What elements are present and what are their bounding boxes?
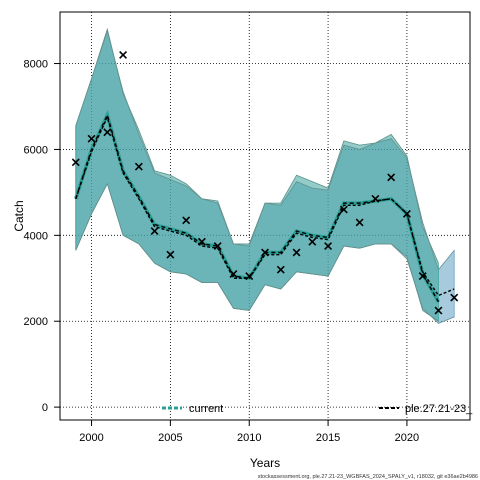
y-tick-label: 8000: [24, 59, 48, 71]
y-tick-label: 4000: [24, 230, 48, 242]
observed-point: [182, 216, 191, 225]
observed-point: [197, 237, 206, 246]
y-tick-label: 2000: [24, 316, 48, 328]
x-axis-label: Years: [250, 456, 280, 470]
legend-label-ple: ple.27.21-23_: [405, 403, 473, 415]
x-tick-label: 2010: [237, 432, 261, 444]
x-tick-label: 2020: [395, 432, 419, 444]
observed-point: [418, 272, 427, 281]
observed-point: [308, 237, 317, 246]
median-line-ple: [75, 115, 455, 297]
observed-point: [402, 209, 411, 218]
observed-point: [150, 227, 159, 235]
observed-point: [134, 162, 143, 171]
observed-point: [355, 218, 364, 227]
observed-point: [387, 173, 396, 182]
band-edge-upper-0: [75, 28, 439, 264]
confidence-bands: [75, 27, 455, 324]
observed-point: [71, 158, 80, 167]
observed-point: [371, 194, 380, 203]
observed-point: [324, 242, 333, 251]
band-edge-lower-1: [75, 183, 455, 324]
observed-point: [213, 242, 222, 251]
x-tick-label: 2015: [316, 432, 340, 444]
x-tick-label: 2005: [158, 432, 182, 444]
axis-ticks: 2000 2005 2010 2015 2020 0 2000 4000 6000 8000: [24, 59, 420, 444]
legend-item-current: current: [162, 403, 223, 415]
observed-point: [261, 248, 269, 257]
observed-point: [434, 306, 443, 315]
observed-point: [87, 134, 96, 143]
observed-point: [245, 272, 254, 281]
observed-point: [166, 250, 175, 259]
confidence-band-current: [75, 27, 439, 322]
y-tick-label: 0: [42, 402, 48, 414]
legend-label-current: current: [189, 403, 223, 415]
observed-point: [450, 293, 459, 302]
observed-point: [119, 50, 128, 59]
x-tick-label: 2000: [79, 432, 103, 444]
observed-point: [339, 205, 348, 214]
observed-point: [292, 248, 301, 257]
observed-point: [276, 265, 285, 274]
y-axis-label: Catch: [12, 200, 26, 231]
legend-item-ple: ple.27.21-23_: [379, 403, 473, 415]
observed-catch-points: [71, 50, 459, 315]
observed-point: [103, 128, 112, 137]
plot-frame: [59, 11, 471, 421]
source-footnote: stockassessment.org, ple.27.21-23_WGBFAS…: [258, 474, 478, 480]
observed-point: [229, 270, 238, 278]
y-tick-label: 6000: [24, 144, 48, 156]
band-edge-upper-1: [75, 30, 455, 271]
